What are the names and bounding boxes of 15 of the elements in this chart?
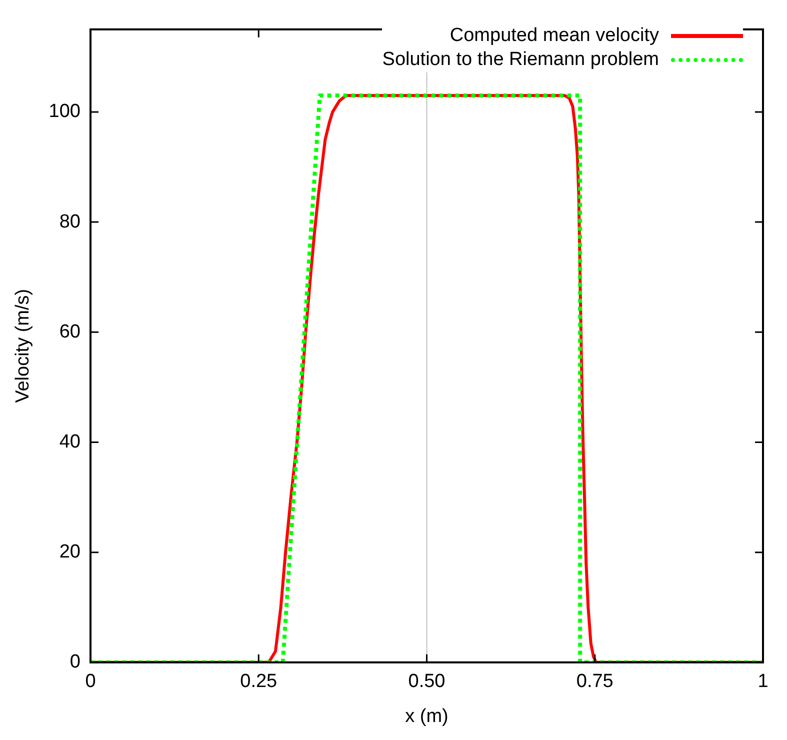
x-tick-label: 0.75 — [576, 671, 614, 692]
y-tick-label: 40 — [59, 431, 80, 452]
y-tick-label: 100 — [48, 101, 80, 122]
x-tick-label: 1 — [758, 671, 768, 692]
y-tick-label: 0 — [70, 652, 80, 673]
x-tick-label: 0.50 — [408, 671, 446, 692]
y-tick-label: 80 — [59, 211, 80, 232]
legend-label: Solution to the Riemann problem — [382, 48, 659, 72]
y-axis-title: Velocity (m/s) — [12, 288, 34, 403]
x-axis-title: x (m) — [405, 706, 448, 727]
x-tick-label: 0 — [85, 671, 96, 692]
legend-label: Computed mean velocity — [450, 24, 659, 48]
y-tick-label: 60 — [59, 321, 80, 342]
x-tick-label: 0.25 — [240, 671, 278, 692]
y-tick-label: 20 — [59, 542, 80, 563]
